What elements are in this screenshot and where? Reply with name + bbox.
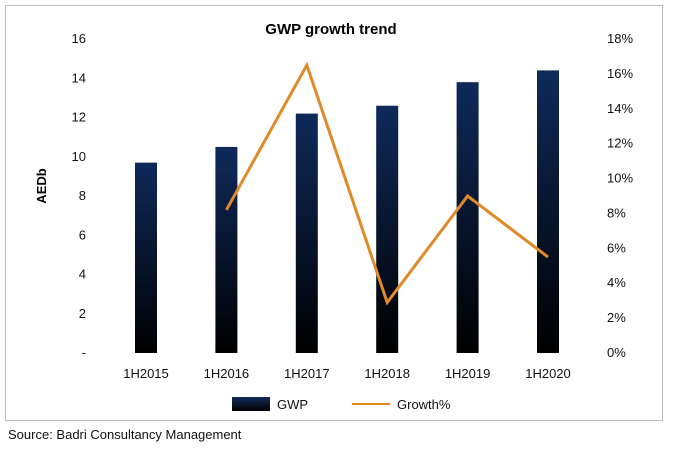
y2-tick-label: 8% <box>607 205 626 220</box>
legend: GWP Growth% <box>232 397 451 412</box>
y-tick-label: 12 <box>72 110 86 125</box>
gwp-bar <box>215 146 238 353</box>
source-note: Source: Badri Consultancy Management <box>8 427 242 442</box>
y2-tick-label: 6% <box>607 240 626 255</box>
y-axis-label: AEDb <box>34 168 49 203</box>
category-label: 1H2016 <box>204 366 250 381</box>
category-label: 1H2020 <box>525 366 571 381</box>
y-tick-label: 8 <box>79 188 86 203</box>
gwp-bar <box>295 113 318 353</box>
gwp-bar <box>456 82 479 354</box>
growth-line-group <box>225 61 549 306</box>
y2-tick-label: 10% <box>607 171 633 186</box>
legend-growth-label: Growth% <box>397 397 451 412</box>
left-axis-ticks: - 2 4 6 8 10 12 14 16 <box>72 31 86 360</box>
y-tick-label: 10 <box>72 149 86 164</box>
y2-tick-label: 2% <box>607 310 626 325</box>
y2-tick-label: 0% <box>607 345 626 360</box>
y-tick-label: 16 <box>72 31 86 46</box>
y-tick-label: 14 <box>72 70 86 85</box>
y-tick-label: - <box>82 345 86 360</box>
category-label: 1H2015 <box>123 366 169 381</box>
category-label: 1H2017 <box>284 366 330 381</box>
y2-tick-label: 18% <box>607 31 633 46</box>
y2-tick-label: 4% <box>607 275 626 290</box>
y-tick-label: 2 <box>79 306 86 321</box>
gwp-bar <box>135 162 157 353</box>
y-tick-label: 6 <box>79 227 86 242</box>
y2-tick-label: 14% <box>607 101 633 116</box>
chart-svg: GWP growth trend - 2 4 6 8 10 12 14 16 0% 2% 4% 6% 8… <box>34 21 633 412</box>
y2-tick-label: 16% <box>607 66 633 81</box>
chart-frame: GWP growth trend - 2 4 6 8 10 12 14 16 0% 2% 4% 6% 8… <box>5 5 663 421</box>
category-label: 1H2019 <box>445 366 491 381</box>
y2-tick-label: 12% <box>607 136 633 151</box>
legend-gwp-label: GWP <box>277 397 308 412</box>
right-axis-ticks: 0% 2% 4% 6% 8% 10% 12% 14% 16% 18% <box>607 31 633 360</box>
category-label: 1H2018 <box>364 366 410 381</box>
chart-title: GWP growth trend <box>265 21 396 38</box>
gwp-bar <box>537 70 559 354</box>
y-tick-label: 4 <box>79 267 86 282</box>
bars-group <box>135 70 559 354</box>
legend-gwp-swatch <box>232 397 270 411</box>
category-labels: 1H2015 1H2016 1H2017 1H2018 1H2019 1H2020 <box>123 366 571 381</box>
gwp-bar <box>376 105 399 353</box>
